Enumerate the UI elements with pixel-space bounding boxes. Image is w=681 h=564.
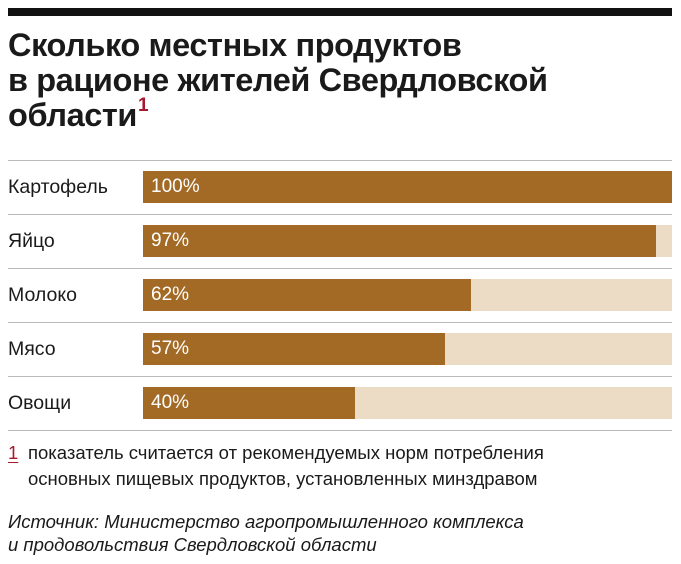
title-line-1: Сколько местных продуктов — [8, 27, 462, 63]
bar-value-label: 97% — [151, 230, 190, 251]
bar-value-label: 40% — [151, 392, 190, 413]
footnote-mark: 1 — [8, 442, 19, 463]
bar-track: 100% — [143, 171, 672, 203]
chart-title: Сколько местных продуктов в рационе жите… — [8, 28, 672, 133]
row-divider — [8, 430, 672, 431]
source-note: Источник: Министерство агропромышленного… — [8, 510, 672, 556]
title-line-2: в рационе жителей Свердловской — [8, 62, 548, 98]
bar-value-label: 57% — [151, 338, 190, 359]
source-line-1: Источник: Министерство агропромышленного… — [8, 511, 524, 532]
title-footnote-mark: 1 — [138, 95, 149, 116]
category-label: Молоко — [8, 284, 77, 306]
category-label: Картофель — [8, 176, 108, 198]
category-label: Мясо — [8, 338, 56, 360]
title-line-3-text: области — [8, 97, 138, 133]
bar — [143, 279, 471, 311]
bar — [143, 333, 445, 365]
row-divider — [8, 268, 672, 269]
footnote-line-1: показатель считается от рекомендуемых но… — [28, 442, 544, 463]
bar — [143, 225, 656, 257]
bar — [143, 171, 672, 203]
title-line-3: области1 — [8, 95, 672, 133]
bar-chart: Картофель 100% Яйцо 97% Молоко 62% Мясо 57% Овощ… — [0, 160, 681, 431]
category-label: Яйцо — [8, 230, 55, 252]
row-divider — [8, 214, 672, 215]
bar-track: 57% — [143, 333, 672, 365]
footnote: 1 показатель считается от рекомендуемых … — [8, 440, 672, 492]
footnote-line-2: основных пищевых продуктов, установленны… — [28, 468, 538, 489]
bar-value-label: 62% — [151, 284, 190, 305]
bar — [143, 387, 355, 419]
top-rule — [8, 8, 672, 16]
row-divider — [8, 322, 672, 323]
source-line-2: и продовольствия Свердловской области — [8, 534, 377, 555]
bar-track: 40% — [143, 387, 672, 419]
category-label: Овощи — [8, 392, 72, 414]
row-divider — [8, 160, 672, 161]
bar-value-label: 100% — [151, 176, 200, 197]
bar-track: 62% — [143, 279, 672, 311]
row-divider — [8, 376, 672, 377]
bar-track: 97% — [143, 225, 672, 257]
